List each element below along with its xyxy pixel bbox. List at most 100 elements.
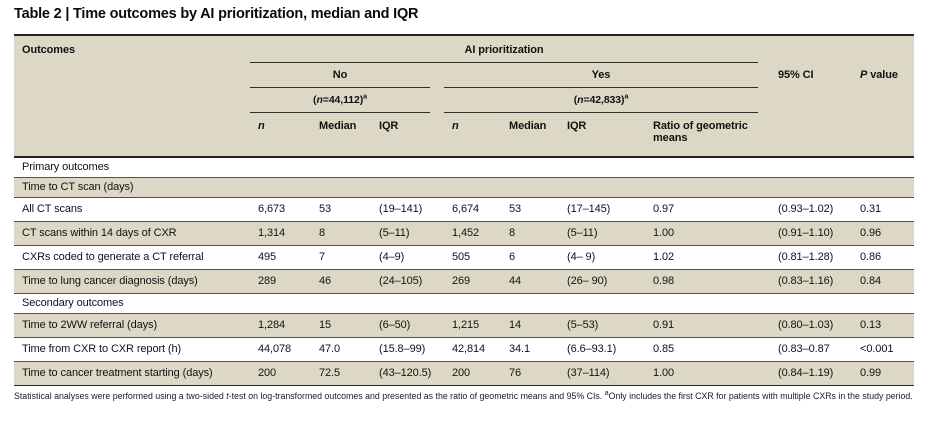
cell-no-n: 1,314 (258, 227, 286, 239)
cell-no-iqr: (19–141) (379, 203, 423, 215)
cell-no-median: 46 (319, 275, 332, 287)
cell-p: <0.001 (860, 343, 894, 355)
cell-p: 0.99 (860, 367, 882, 379)
cell-yes-median: 6 (509, 251, 516, 263)
cell-p: 0.96 (860, 227, 882, 239)
footnote-text: Only includes the first CXR for patients… (608, 391, 913, 401)
header-outcomes: Outcomes (22, 44, 75, 56)
header-col-iqr-yes: IQR (567, 120, 587, 132)
header-col-n-yes: n (452, 120, 459, 132)
footnote-italic-t: t (226, 391, 229, 401)
row-label: Time to lung cancer diagnosis (days) (22, 275, 198, 287)
cell-ci: (0.83–1.16) (778, 275, 834, 287)
cell-no-n: 495 (258, 251, 277, 263)
cell-ci: (0.93–1.02) (778, 203, 834, 215)
footnote-marker: a (363, 93, 367, 101)
cell-p: 0.13 (860, 319, 882, 331)
n-value: =42,833) (583, 94, 625, 106)
cell-ratio: 0.98 (653, 275, 675, 287)
cell-no-median: 15 (319, 319, 332, 331)
table-footnote: Statistical analyses were performed usin… (14, 390, 914, 402)
cell-no-iqr: (43–120.5) (379, 367, 432, 379)
p-rest: value (867, 69, 898, 81)
cell-yes-iqr: (5–11) (567, 227, 598, 239)
cell-no-median: 7 (319, 251, 326, 263)
row-label: CXRs coded to generate a CT referral (22, 251, 204, 263)
cell-yes-iqr: (5–53) (567, 319, 599, 331)
row-label: CT scans within 14 days of CXR (22, 227, 177, 239)
cell-ci: (0.84–1.19) (778, 367, 834, 379)
cell-no-median: 72.5 (319, 367, 341, 379)
footnote-marker: a (624, 93, 629, 101)
cell-yes-median: 76 (509, 367, 522, 379)
table-header: Outcomes AI prioritization No Yes 95% CI… (14, 34, 914, 158)
header-ai-prioritization: AI prioritization (250, 36, 758, 63)
cell-ci: (0.80–1.03) (778, 319, 834, 331)
cell-no-n: 1,284 (258, 319, 286, 331)
section-row-time-to-ct: Time to CT scan (days) (14, 178, 914, 198)
n-value: =44,112) (322, 94, 364, 106)
table-row: All CT scans 6,673 53 (19–141) 6,674 53 … (14, 198, 914, 222)
table-row: Time to cancer treatment starting (days)… (14, 362, 914, 386)
cell-ci: (0.81–1.28) (778, 251, 834, 263)
cell-ratio: 1.02 (653, 251, 675, 263)
cell-yes-n: 1,215 (452, 319, 480, 331)
header-col-ratio: Ratio of geometric means (653, 120, 748, 144)
cell-yes-iqr: (6.6–93.1) (567, 343, 617, 355)
outcomes-table: Outcomes AI prioritization No Yes 95% CI… (14, 34, 914, 386)
table-row: Time from CXR to CXR report (h) 44,078 4… (14, 338, 914, 362)
header-yes-sample-size: (n=42,833)a (444, 88, 758, 113)
cell-ci: (0.83–0.87 (778, 343, 830, 355)
cell-yes-median: 34.1 (509, 343, 531, 355)
header-col-median-no: Median (319, 120, 357, 132)
section-row-secondary: Secondary outcomes (14, 294, 914, 314)
cell-ratio: 0.85 (653, 343, 675, 355)
p-italic: P (860, 69, 868, 81)
row-label: All CT scans (22, 203, 83, 215)
header-group-yes: Yes (444, 63, 758, 88)
table-row: Time to lung cancer diagnosis (days) 289… (14, 270, 914, 294)
header-group-no: No (250, 63, 430, 88)
cell-yes-n: 200 (452, 367, 471, 379)
header-p-value: P value (852, 63, 914, 156)
n-italic: n (316, 94, 323, 106)
footnote-text: Statistical analyses were performed usin… (14, 391, 227, 401)
cell-yes-iqr: (17–145) (567, 203, 611, 215)
table-body: Primary outcomes Time to CT scan (days) … (14, 158, 914, 386)
cell-yes-n: 1,452 (452, 227, 480, 239)
cell-yes-median: 8 (509, 227, 516, 239)
cell-no-iqr: (4–9) (379, 251, 405, 263)
cell-no-iqr: (15.8–99) (379, 343, 426, 355)
cell-no-iqr: (5–11) (379, 227, 410, 239)
row-label: Time from CXR to CXR report (h) (22, 343, 182, 355)
cell-no-n: 289 (258, 275, 277, 287)
cell-no-n: 44,078 (258, 343, 292, 355)
cell-ratio: 0.97 (653, 203, 675, 215)
header-col-iqr-no: IQR (379, 120, 399, 132)
section-label: Time to CT scan (days) (22, 181, 134, 193)
header-95ci: 95% CI (778, 69, 814, 81)
footnote-marker: a (604, 390, 609, 398)
cell-yes-iqr: (37–114) (567, 367, 610, 379)
footnote-text: -test on log-transformed outcomes and pr… (228, 391, 605, 401)
header-col-median-yes: Median (509, 120, 547, 132)
cell-yes-median: 44 (509, 275, 522, 287)
n-italic: n (577, 94, 584, 106)
header-no-sample-size: (n=44,112)a (250, 88, 430, 113)
cell-no-n: 6,673 (258, 203, 286, 215)
cell-yes-n: 269 (452, 275, 471, 287)
cell-yes-n: 505 (452, 251, 471, 263)
section-row-primary: Primary outcomes (14, 158, 914, 178)
cell-no-median: 8 (319, 227, 326, 239)
cell-no-median: 47.0 (319, 343, 341, 355)
table-row: CT scans within 14 days of CXR 1,314 8 (… (14, 222, 914, 246)
cell-yes-n: 42,814 (452, 343, 486, 355)
paren: ( (313, 94, 317, 106)
section-label: Primary outcomes (22, 161, 110, 173)
cell-yes-iqr: (26– 90) (567, 275, 608, 287)
cell-ratio: 0.91 (653, 319, 675, 331)
cell-no-n: 200 (258, 367, 277, 379)
cell-yes-median: 14 (509, 319, 522, 331)
cell-p: 0.31 (860, 203, 882, 215)
